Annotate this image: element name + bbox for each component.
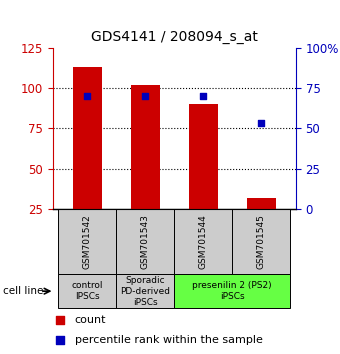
Point [142,93,148,99]
Text: count: count [74,315,106,325]
Text: GSM701544: GSM701544 [199,214,208,269]
Text: GSM701545: GSM701545 [257,214,266,269]
Text: percentile rank within the sample: percentile rank within the sample [74,335,262,345]
Point [57,317,63,323]
Point [85,93,90,99]
Point [258,121,264,126]
Bar [116,274,174,308]
Text: cell line: cell line [3,286,44,296]
Text: presenilin 2 (PS2)
iPSCs: presenilin 2 (PS2) iPSCs [192,281,272,301]
Bar [174,209,232,274]
Bar [116,209,174,274]
Title: GDS4141 / 208094_s_at: GDS4141 / 208094_s_at [91,30,258,44]
Bar [58,274,116,308]
Bar [73,67,102,209]
Bar [131,85,160,209]
Bar [58,209,116,274]
Bar [189,104,218,209]
Text: control
IPSCs: control IPSCs [72,281,103,301]
Bar [174,274,290,308]
Bar [232,209,290,274]
Text: GSM701542: GSM701542 [83,214,92,269]
Point [201,93,206,99]
Text: GSM701543: GSM701543 [141,214,150,269]
Point [57,337,63,343]
Text: Sporadic
PD-derived
iPSCs: Sporadic PD-derived iPSCs [120,275,170,307]
Bar [246,198,275,209]
